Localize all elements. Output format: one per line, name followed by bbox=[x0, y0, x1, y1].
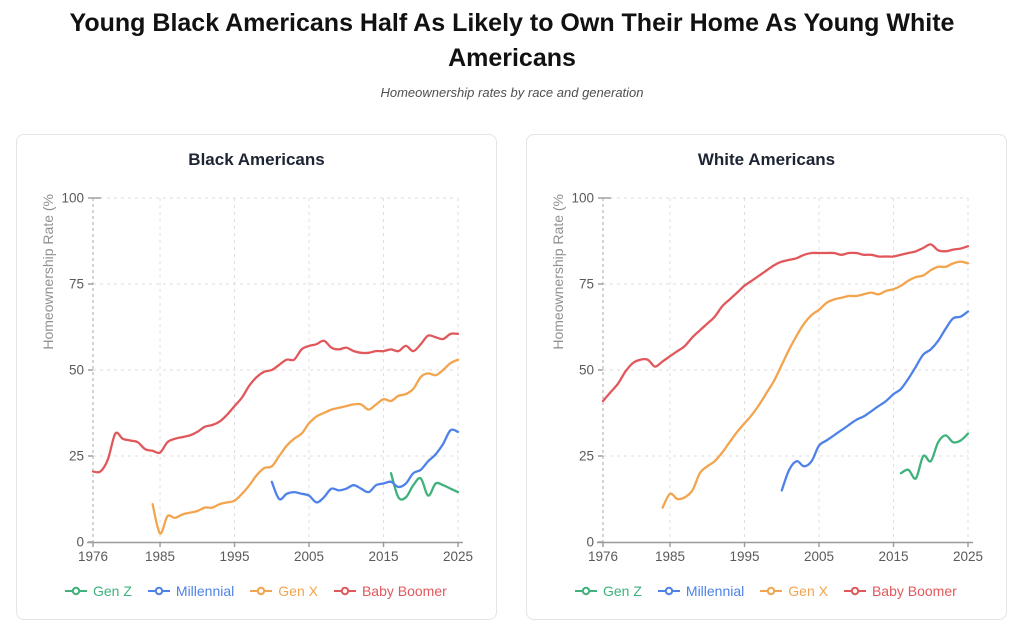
y-tick-label: 50 bbox=[579, 363, 594, 378]
gen-z-line bbox=[899, 432, 970, 480]
gen-x-line bbox=[661, 260, 970, 509]
y-tick-label: 100 bbox=[571, 191, 594, 206]
legend-line-marker-icon bbox=[760, 586, 783, 596]
legend-item-label: Millennial bbox=[685, 583, 745, 599]
legend-line-marker-icon bbox=[147, 586, 170, 596]
legend-item-label: Gen X bbox=[788, 583, 828, 599]
legend-item-label: Baby Boomer bbox=[871, 583, 957, 599]
x-tick-label: 2025 bbox=[953, 549, 983, 564]
y-tick-label: 25 bbox=[579, 449, 594, 464]
y-axis-title: Homeownership Rate (% bbox=[40, 194, 56, 350]
y-tick-label: 50 bbox=[69, 363, 84, 378]
x-tick-label: 2015 bbox=[878, 549, 908, 564]
y-tick-label: 25 bbox=[69, 449, 84, 464]
legend-black-americans: Gen Z Millennial Gen X Baby Boomer bbox=[17, 572, 496, 610]
legend-item-label: Baby Boomer bbox=[361, 583, 447, 599]
legend-line-marker-icon bbox=[843, 586, 866, 596]
legend-item-baby-boomer[interactable]: Baby Boomer bbox=[333, 583, 447, 599]
chart-title-white-americans: White Americans bbox=[697, 150, 836, 169]
legend-item-millennial[interactable]: Millennial bbox=[657, 583, 744, 599]
y-tick-label: 0 bbox=[586, 535, 594, 550]
legend-line-marker-icon bbox=[657, 586, 680, 596]
legend-item-gen-z[interactable]: Gen Z bbox=[64, 583, 132, 599]
legend-line-marker-icon bbox=[575, 586, 597, 596]
page-subtitle: Homeownership rates by race and generati… bbox=[380, 85, 644, 100]
legend-item-gen-x[interactable]: Gen X bbox=[249, 583, 318, 599]
legend-line-marker-icon bbox=[250, 586, 273, 596]
legend-item-millennial[interactable]: Millennial bbox=[147, 583, 234, 599]
x-tick-label: 2005 bbox=[294, 549, 324, 564]
x-tick-label: 1976 bbox=[78, 549, 108, 564]
legend-item-label: Gen X bbox=[278, 583, 318, 599]
charts-row: Black Americans 0 25 50 75 100 1976 1985 1995 20… bbox=[0, 134, 1024, 620]
legend-item-label: Gen Z bbox=[603, 583, 642, 599]
baby-boomer-line bbox=[601, 243, 970, 403]
page-title: Young Black Americans Half As Likely to … bbox=[69, 9, 955, 72]
y-tick-label: 0 bbox=[76, 535, 84, 550]
millennial-line bbox=[780, 310, 970, 492]
x-tick-label: 1985 bbox=[145, 549, 175, 564]
x-tick-label: 2025 bbox=[443, 549, 473, 564]
chart-card-black-americans: Black Americans 0 25 50 75 100 1976 1985 1995 20… bbox=[16, 134, 497, 620]
baby-boomer-line bbox=[91, 332, 460, 474]
y-tick-label: 75 bbox=[579, 277, 594, 292]
legend-item-gen-z[interactable]: Gen Z bbox=[574, 583, 642, 599]
gen-z-line bbox=[389, 472, 460, 501]
line-chart-black-americans: 0 25 50 75 100 1976 1985 1995 2005 2015 2025 Homeow… bbox=[40, 191, 473, 565]
x-tick-label: 1976 bbox=[588, 549, 618, 564]
legend-item-gen-x[interactable]: Gen X bbox=[759, 583, 828, 599]
y-axis-title: Homeownership Rate (% bbox=[550, 194, 566, 350]
legend-item-label: Millennial bbox=[175, 583, 235, 599]
y-tick-label: 100 bbox=[61, 191, 84, 206]
legend-item-baby-boomer[interactable]: Baby Boomer bbox=[843, 583, 957, 599]
legend-line-marker-icon bbox=[65, 586, 87, 596]
x-tick-label: 1985 bbox=[655, 549, 685, 564]
x-tick-label: 1995 bbox=[220, 549, 250, 564]
chart-card-white-americans: White Americans 0 25 50 75 100 1976 1985 1995 20… bbox=[526, 134, 1007, 620]
x-tick-label: 2015 bbox=[368, 549, 398, 564]
millennial-line bbox=[270, 428, 460, 504]
legend-white-americans: Gen Z Millennial Gen X Baby Boomer bbox=[527, 572, 1006, 610]
line-chart-white-americans: 0 25 50 75 100 1976 1985 1995 2005 2015 2025 Homeow… bbox=[550, 191, 983, 565]
legend-line-marker-icon bbox=[333, 586, 356, 596]
legend-item-label: Gen Z bbox=[93, 583, 132, 599]
gen-x-line bbox=[151, 358, 460, 535]
x-tick-label: 2005 bbox=[804, 549, 834, 564]
y-tick-label: 75 bbox=[69, 277, 84, 292]
chart-title-black-americans: Black Americans bbox=[188, 150, 325, 169]
x-tick-label: 1995 bbox=[730, 549, 760, 564]
